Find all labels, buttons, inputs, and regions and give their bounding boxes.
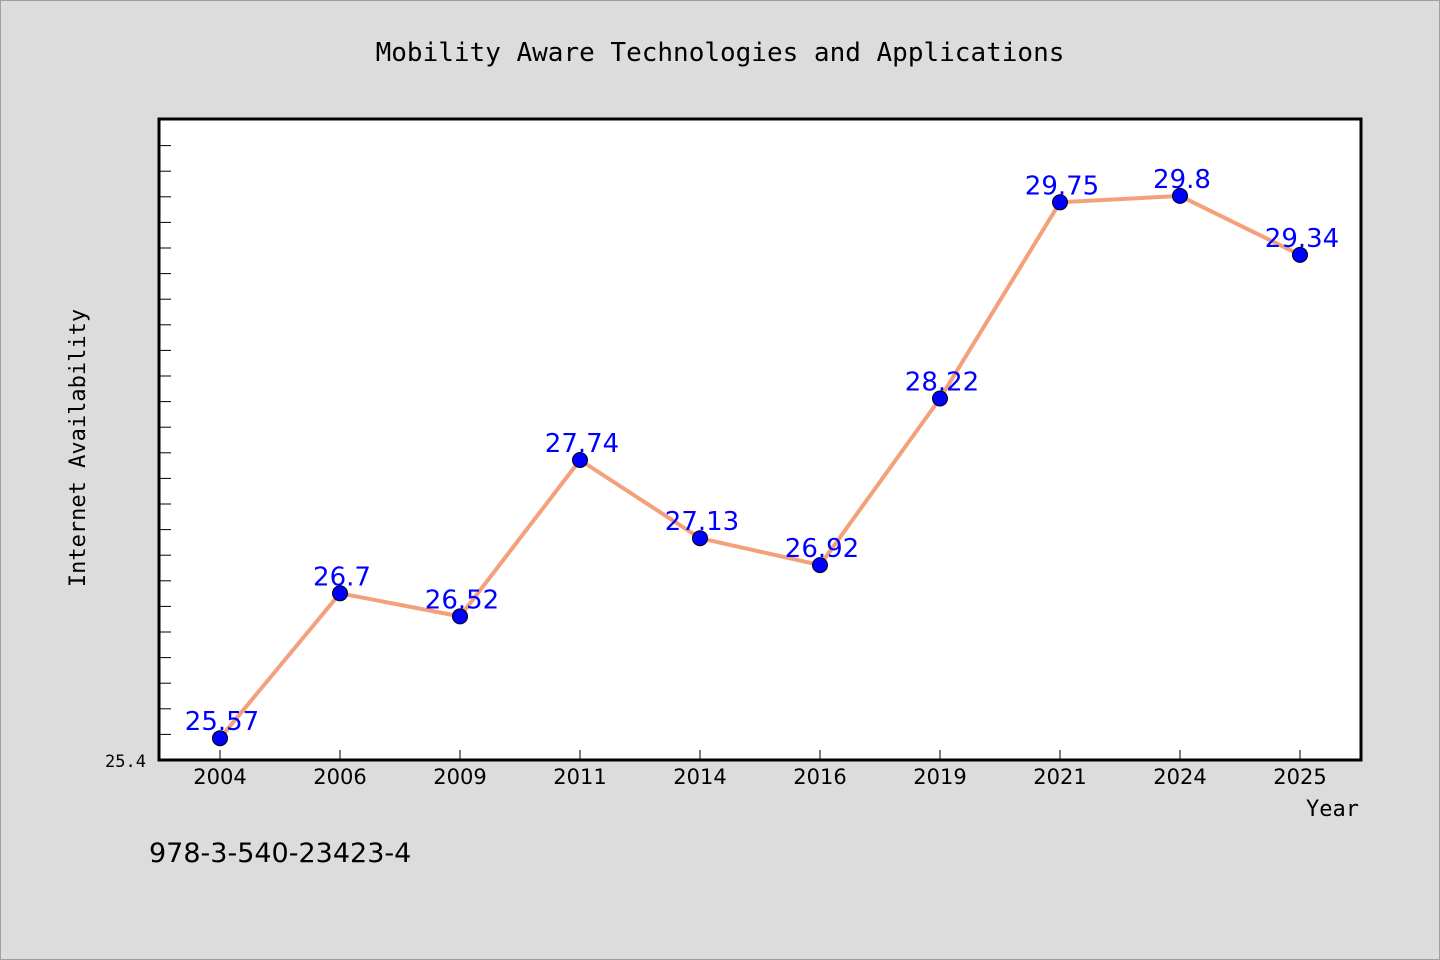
x-tick-label: 2011 bbox=[553, 765, 606, 789]
data-label: 25.57 bbox=[185, 707, 259, 737]
data-label: 27.74 bbox=[545, 429, 619, 459]
data-point bbox=[572, 452, 588, 468]
plot-area bbox=[159, 119, 1361, 760]
x-tick-label: 2016 bbox=[793, 765, 846, 789]
data-point bbox=[692, 530, 708, 547]
series-line bbox=[218, 193, 1301, 740]
data-point bbox=[1172, 187, 1188, 204]
x-tick-label: 2025 bbox=[1273, 765, 1326, 789]
x-tick-label: 2024 bbox=[1153, 765, 1206, 789]
x-axis-ticks: 2004 2006 2009 2011 2014 2016 2019 2021 2024 2025 bbox=[193, 750, 1327, 789]
isbn-text: 978-3-540-23423-4 bbox=[149, 838, 411, 869]
x-tick-label: 2004 bbox=[193, 765, 246, 789]
data-point bbox=[1292, 246, 1308, 263]
y-tick-label: 25.4 bbox=[105, 752, 146, 772]
chart-title: Mobility Aware Technologies and Applicat… bbox=[376, 38, 1065, 68]
data-label: 26.7 bbox=[313, 562, 371, 592]
x-tick-label: 2021 bbox=[1033, 765, 1086, 789]
x-axis-label: Year bbox=[1306, 797, 1359, 822]
data-label: 26.52 bbox=[425, 585, 499, 615]
y-axis-ticks bbox=[159, 145, 171, 735]
data-label: 29.8 bbox=[1153, 165, 1211, 195]
plot-frame bbox=[157, 117, 1363, 762]
data-label: 26.92 bbox=[785, 534, 859, 564]
data-point bbox=[452, 608, 468, 625]
x-tick-label: 2009 bbox=[433, 765, 486, 789]
data-label: 29.75 bbox=[1025, 171, 1099, 201]
x-tick-label: 2014 bbox=[673, 765, 726, 789]
data-point bbox=[1052, 194, 1068, 211]
x-tick-label: 2006 bbox=[313, 765, 366, 789]
y-axis-label: Internet Availability bbox=[66, 309, 91, 587]
data-point bbox=[812, 557, 828, 574]
x-tick-label: 2019 bbox=[913, 765, 966, 789]
data-label: 29.34 bbox=[1265, 224, 1339, 254]
data-label: 27.13 bbox=[665, 507, 739, 537]
data-point bbox=[932, 390, 948, 407]
data-point bbox=[212, 730, 228, 747]
data-label: 28.22 bbox=[905, 368, 979, 398]
series: 25.57 26.7 26.52 27.74 27.13 26.92 28.22 29.75 2… bbox=[185, 165, 1339, 747]
data-point bbox=[332, 585, 348, 602]
